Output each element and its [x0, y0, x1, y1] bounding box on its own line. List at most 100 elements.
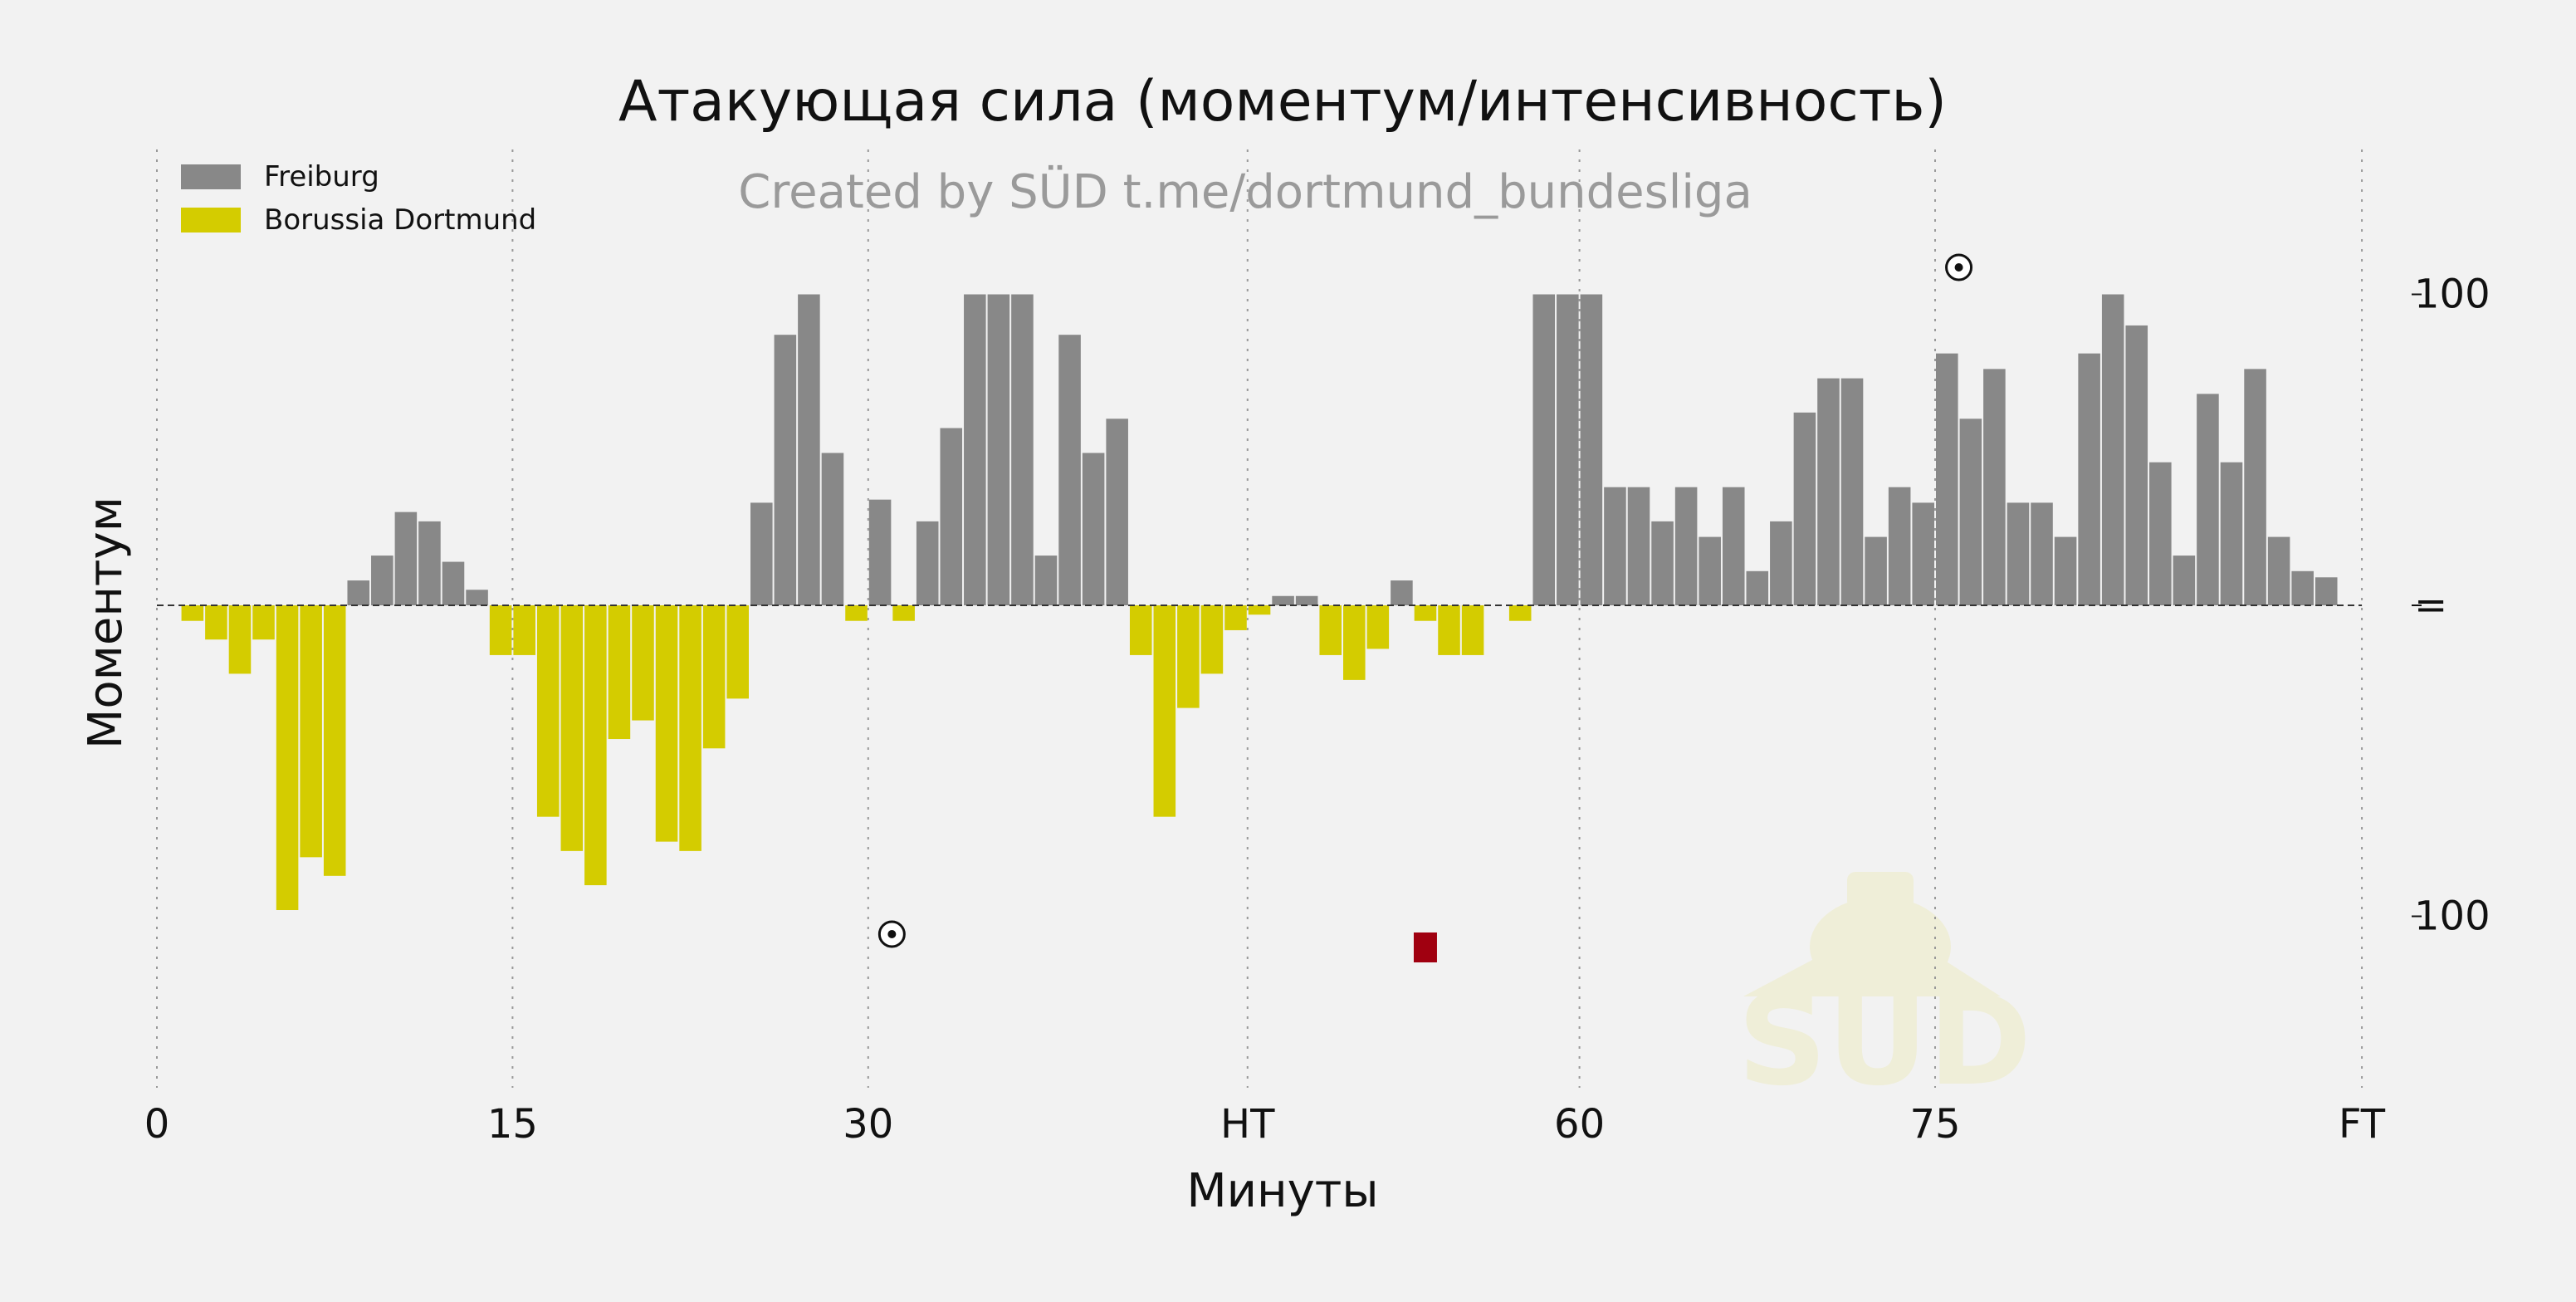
- bar-borussia-dortmund: [181, 605, 204, 621]
- match-events: [877, 253, 1973, 962]
- bar-freiburg: [1722, 487, 1745, 605]
- bar-freiburg: [2149, 462, 2172, 605]
- bar-freiburg: [1557, 294, 1579, 605]
- bar-freiburg: [1865, 536, 1887, 605]
- bar-borussia-dortmund: [1319, 605, 1342, 655]
- bar-borussia-dortmund: [1200, 605, 1224, 674]
- bar-freiburg: [1391, 580, 1413, 605]
- red-card-icon: [1413, 932, 1437, 962]
- watermark-owl-hat-shape: [1847, 872, 1914, 909]
- bar-freiburg: [2197, 394, 2219, 605]
- bar-borussia-dortmund: [1248, 605, 1271, 615]
- bar-borussia-dortmund: [1414, 605, 1437, 621]
- bar-borussia-dortmund: [702, 605, 726, 749]
- bar-borussia-dortmund: [489, 605, 512, 655]
- bar-freiburg: [1295, 595, 1318, 605]
- bar-freiburg: [916, 521, 939, 605]
- bar-freiburg: [2220, 462, 2243, 605]
- x-tick-label: 0: [144, 1101, 170, 1148]
- bar-borussia-dortmund: [205, 605, 227, 640]
- x-tick-label: FT: [2339, 1101, 2386, 1148]
- legend-swatch-borussia-dortmund: [181, 208, 241, 232]
- bar-freiburg: [1888, 487, 1911, 605]
- chart-legend: Freiburg Borussia Dortmund: [181, 160, 536, 237]
- bar-freiburg: [418, 521, 441, 605]
- bar-borussia-dortmund: [584, 605, 607, 886]
- bar-borussia-dortmund: [726, 605, 749, 699]
- y-tick-label: 100: [2414, 893, 2490, 940]
- bar-borussia-dortmund: [1343, 605, 1366, 680]
- bar-borussia-dortmund: [655, 605, 678, 842]
- bar-borussia-dortmund: [1508, 605, 1532, 621]
- bar-freiburg: [2007, 502, 2030, 605]
- bar-freiburg: [940, 428, 963, 605]
- x-axis-label: Минуты: [1186, 1164, 1378, 1218]
- bar-freiburg: [1746, 570, 1769, 605]
- bar-freiburg: [1272, 595, 1294, 605]
- bar-freiburg: [798, 294, 820, 605]
- bar-borussia-dortmund: [1224, 605, 1247, 630]
- soccer-ball-center-icon: [1954, 263, 1963, 272]
- bar-freiburg: [1058, 335, 1081, 605]
- chart-subtitle: Created by SÜD t.me/dortmund_bundesliga: [738, 165, 1752, 219]
- bar-freiburg: [1983, 369, 2006, 605]
- bar-freiburg: [1034, 556, 1058, 605]
- x-tick-label: HT: [1220, 1101, 1275, 1148]
- bar-freiburg: [1959, 418, 1982, 605]
- bar-freiburg: [1912, 502, 1934, 605]
- bar-freiburg: [2125, 325, 2148, 605]
- bar-borussia-dortmund: [632, 605, 654, 721]
- bar-freiburg: [442, 561, 465, 605]
- bar-borussia-dortmund: [252, 605, 275, 640]
- bar-freiburg: [750, 502, 773, 605]
- y-axis-label: Моментум: [79, 497, 133, 749]
- bar-freiburg: [964, 294, 986, 605]
- chart-title: Атакующая сила (моментум/интенсивность): [618, 69, 1947, 135]
- bar-borussia-dortmund: [608, 605, 631, 740]
- bar-freiburg: [1817, 378, 1840, 605]
- x-tick-label: 75: [1909, 1101, 1960, 1148]
- bar-borussia-dortmund: [536, 605, 560, 817]
- bar-borussia-dortmund: [1177, 605, 1200, 708]
- bar-borussia-dortmund: [228, 605, 252, 674]
- bar-borussia-dortmund: [1438, 605, 1460, 655]
- watermark-owl-head-shape: [1810, 897, 1951, 996]
- watermark-text: SÜD: [1738, 967, 2031, 1114]
- bar-freiburg: [2101, 294, 2124, 605]
- watermark-logo: SÜD: [1738, 872, 2031, 1114]
- bar-borussia-dortmund: [513, 605, 535, 655]
- x-tick-label: 60: [1554, 1101, 1605, 1148]
- bar-freiburg: [2291, 570, 2314, 605]
- bar-freiburg: [371, 556, 393, 605]
- momentum-bars: [181, 294, 2338, 911]
- legend-swatch-freiburg: [181, 164, 241, 189]
- bar-freiburg: [394, 512, 418, 605]
- bar-borussia-dortmund: [300, 605, 322, 858]
- bar-freiburg: [1082, 453, 1105, 605]
- bar-freiburg: [987, 294, 1010, 605]
- y-axis-ticks: 100 = 100: [2412, 272, 2490, 940]
- x-tick-label: 30: [843, 1101, 893, 1148]
- bar-freiburg: [1699, 536, 1721, 605]
- bar-freiburg: [1011, 294, 1034, 605]
- bar-freiburg: [1840, 378, 1864, 605]
- bar-freiburg: [1627, 487, 1650, 605]
- bar-freiburg: [1604, 487, 1626, 605]
- bar-freiburg: [2031, 502, 2053, 605]
- vertical-grid-lines: [156, 149, 2363, 1088]
- bar-borussia-dortmund: [892, 605, 915, 621]
- x-tick-label: 15: [487, 1101, 538, 1148]
- bar-freiburg: [2314, 577, 2338, 605]
- soccer-ball-center-icon: [887, 930, 897, 938]
- bar-freiburg: [2054, 536, 2077, 605]
- bar-borussia-dortmund: [1129, 605, 1152, 655]
- bar-freiburg: [1580, 294, 1603, 605]
- bar-borussia-dortmund: [560, 605, 584, 851]
- y-tick-label: 100: [2414, 272, 2490, 318]
- bar-freiburg: [347, 580, 370, 605]
- bar-freiburg: [2244, 369, 2266, 605]
- bar-freiburg: [1936, 353, 1958, 605]
- bar-freiburg: [466, 590, 488, 605]
